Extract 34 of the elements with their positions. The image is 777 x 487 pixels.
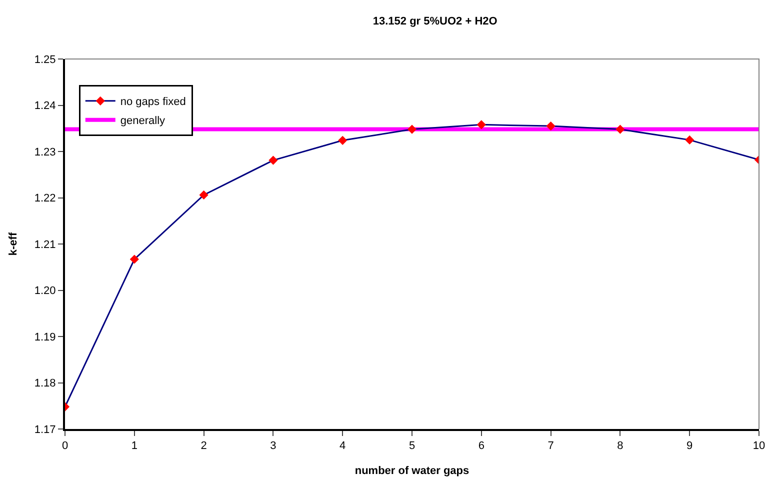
y-tick-label: 1.19 [34, 331, 56, 344]
x-tick-label: 1 [131, 440, 138, 452]
y-tick-label: 1.24 [34, 100, 56, 112]
x-tick-label: 10 [752, 440, 766, 452]
x-tick-label: 2 [200, 440, 207, 452]
x-tick-label: 0 [62, 440, 68, 452]
chart-title: 13.152 gr 5%UO2 + H2O [372, 16, 498, 28]
y-tick-label: 1.17 [34, 424, 56, 436]
ref-line-label: generally [120, 115, 166, 128]
point [685, 135, 694, 144]
y-tick-label: 1.20 [34, 285, 56, 298]
point [268, 156, 278, 165]
point [338, 136, 348, 145]
x-axis-title: number of water gaps [354, 464, 470, 477]
x-tick-label: 3 [270, 440, 276, 452]
x-tick-label: 4 [340, 440, 346, 452]
y-tick-label: 1.25 [34, 54, 56, 66]
point [199, 190, 208, 200]
y-tick-label: 1.22 [34, 192, 56, 205]
x-tick-label: 9 [686, 440, 693, 452]
point [546, 122, 556, 131]
legend-label: no gaps fixed [120, 96, 186, 108]
x-tick-label: 5 [408, 440, 416, 452]
y-axis-title: k-eff [8, 232, 20, 256]
x-tick-label: 6 [478, 440, 484, 452]
point [616, 124, 625, 134]
x-tick-label: 7 [548, 440, 554, 452]
point [407, 124, 417, 134]
point [476, 120, 486, 130]
y-tick-label: 1.21 [34, 238, 56, 251]
y-tick-label: 1.18 [34, 378, 56, 390]
x-tick-label: 8 [617, 440, 624, 452]
y-tick-label: 1.23 [34, 146, 56, 158]
point [130, 254, 139, 264]
